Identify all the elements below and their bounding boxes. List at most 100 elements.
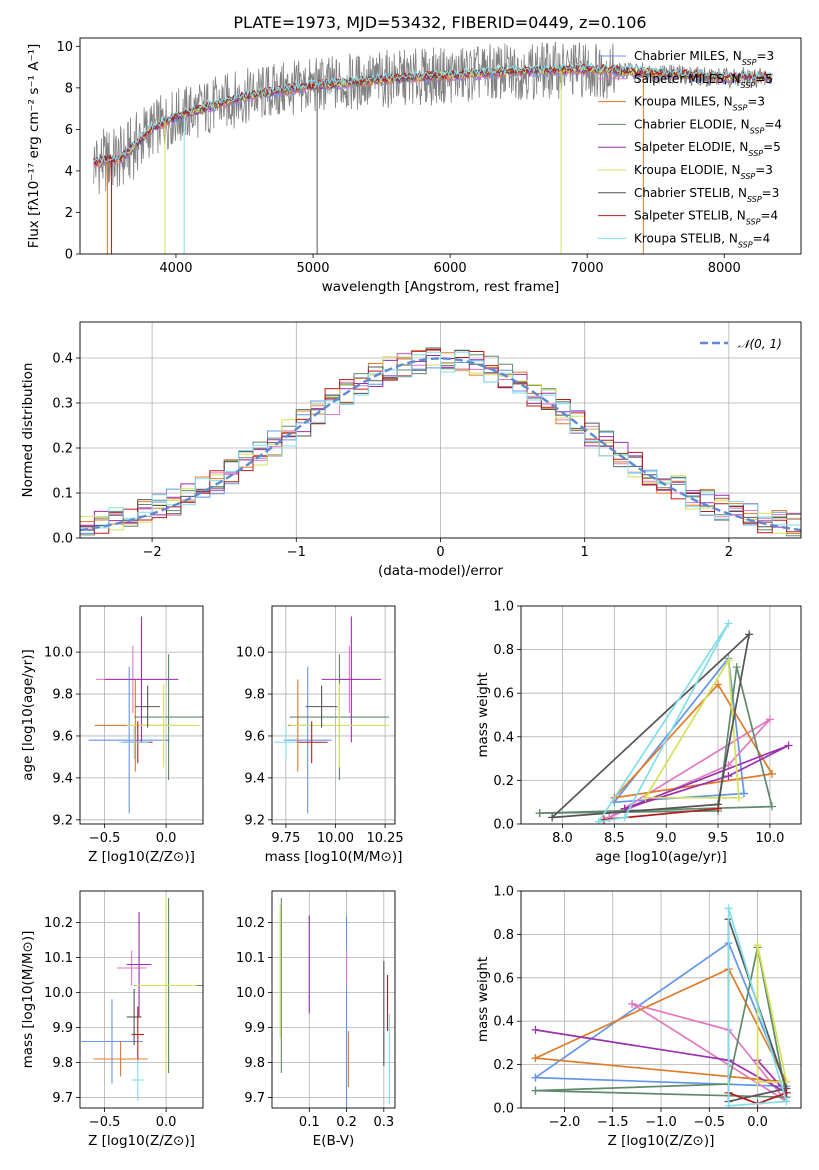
- mass-weight-point: [767, 802, 776, 811]
- legend-entry: 𝒩(0, 1): [738, 337, 782, 351]
- legend-entry: Kroupa ELODIE, NSSP=3: [634, 163, 773, 181]
- x-tick-label: −2.0: [549, 1115, 581, 1130]
- x-tick-label: 0.1: [299, 1115, 320, 1130]
- mass-weight-point: [724, 772, 733, 781]
- mass-weight-line: [598, 622, 730, 823]
- x-tick-label: −0.5: [89, 831, 121, 846]
- axes-frame: [520, 890, 802, 1109]
- mass-weight-point: [724, 656, 733, 665]
- grid: [80, 606, 203, 824]
- y-tick-label: 10.2: [236, 916, 265, 931]
- y-axis-label: mass [log10(M/M⊙)]: [20, 931, 36, 1069]
- y-tick-label: 10.1: [236, 951, 265, 966]
- y-tick-label: 1.0: [493, 885, 514, 900]
- y-tick-label: 10.1: [44, 951, 73, 966]
- mass-weight-point: [784, 741, 793, 750]
- mass_vs_ebv-plot-area: [272, 891, 395, 1108]
- y-tick-label: 4: [65, 164, 73, 179]
- y-tick-label: 10.0: [44, 646, 73, 661]
- mass-weight-line: [624, 744, 789, 810]
- y-tick-label: 0.8: [493, 928, 514, 943]
- figure-title: PLATE=1973, MJD=53432, FIBERID=0449, z=0…: [233, 13, 646, 32]
- y-tick-label: 6: [65, 123, 73, 138]
- x-tick-label: −0.5: [89, 1115, 121, 1130]
- x-tick-label: −0.5: [693, 1115, 725, 1130]
- y-tick-label: 9.9: [244, 1021, 265, 1036]
- legend-entry: Salpeter STELIB, NSSP=4: [634, 209, 778, 227]
- y-tick-label: 10.0: [44, 986, 73, 1001]
- legend-entry: Salpeter ELODIE, NSSP=5: [634, 140, 781, 158]
- age_vs_Z-plot-area: [80, 606, 203, 824]
- y-axis-label: Normed distribution: [20, 363, 36, 498]
- x-axis-label: Z [log10(Z/Z⊙)]: [88, 1133, 195, 1149]
- massweight_vs_age-plot-area: [521, 606, 801, 824]
- y-axis-label: age [log10(age/yr)]: [20, 649, 36, 781]
- mass-weight-point: [745, 630, 754, 639]
- mass-weight-point: [753, 1077, 762, 1086]
- x-tick-label: 7000: [571, 261, 604, 276]
- y-tick-label: 0.2: [52, 442, 73, 457]
- y-tick-label: 0: [65, 248, 73, 263]
- y-tick-label: 0.6: [493, 687, 514, 702]
- y-axis-label: mass weight: [475, 672, 491, 757]
- mass-weight-point: [739, 789, 748, 798]
- mass-weight-point: [628, 999, 637, 1008]
- mass-weight-point: [594, 817, 603, 824]
- x-tick-label: −1.0: [645, 1115, 677, 1130]
- x-tick-label: −1: [287, 545, 306, 560]
- x-tick-label: 9.5: [708, 831, 729, 846]
- y-tick-label: 0.4: [52, 352, 73, 367]
- axes-frame: [79, 605, 204, 825]
- mass-weight-point: [782, 1097, 791, 1106]
- y-tick-label: 9.8: [244, 688, 265, 703]
- mass-weight-point: [548, 813, 557, 822]
- y-tick-label: 10.0: [236, 646, 265, 661]
- x-axis-label: mass [log10(M/M⊙)]: [265, 849, 403, 865]
- massweight_vs_Z-plot-area: [521, 891, 801, 1108]
- y-axis-label: mass weight: [475, 957, 491, 1042]
- mass-weight-line: [756, 945, 788, 1083]
- legend-subscript: SSP: [733, 103, 748, 112]
- legend-subscript: SSP: [746, 217, 761, 226]
- y-tick-label: 9.6: [52, 729, 73, 744]
- axes-frame: [271, 605, 396, 825]
- axes-frame: [271, 890, 396, 1109]
- mass-weight-point: [732, 663, 741, 672]
- x-tick-label: 10.0: [755, 831, 784, 846]
- axes-frame: [79, 890, 204, 1109]
- model-spectrum-line: [93, 62, 773, 165]
- grid: [80, 322, 801, 538]
- x-tick-label: 9.0: [656, 831, 677, 846]
- y-tick-label: 0.0: [493, 1102, 514, 1117]
- axes-frame: [79, 321, 802, 539]
- x-axis-label: E(B-V): [313, 1133, 355, 1149]
- y-tick-label: 0.1: [52, 487, 73, 502]
- mass_vs_Z-plot-area: [80, 891, 203, 1108]
- y-tick-label: 0.3: [52, 397, 73, 412]
- y-tick-label: 0.2: [493, 774, 514, 789]
- mass-weight-line: [727, 908, 788, 1107]
- legend-entry: Kroupa STELIB, NSSP=4: [634, 231, 770, 249]
- x-axis-label: wavelength [Angstrom, rest frame]: [322, 279, 560, 295]
- x-tick-label: 4000: [159, 261, 192, 276]
- y-tick-label: 10.0: [236, 986, 265, 1001]
- spectrum-plot-area: [93, 41, 773, 254]
- y-tick-label: 9.8: [244, 1056, 265, 1071]
- mass-weight-line: [551, 631, 751, 819]
- y-tick-label: 9.2: [244, 813, 265, 828]
- x-tick-label: 8000: [708, 261, 741, 276]
- x-tick-label: 0.0: [156, 1115, 177, 1130]
- age_vs_mass-panel: 9.75 10.00 10.25 9.2 9.4 9.6 9.8 10.0 mass [log1…: [236, 605, 404, 865]
- x-tick-label: 5000: [296, 261, 329, 276]
- massweight_vs_Z-panel: −2.0 −1.5 −1.0 −0.5 0.0 0.0 0.2 0.4 0.6 0.8 1.0 Z […: [475, 885, 802, 1149]
- grid: [80, 891, 203, 1108]
- x-tick-label: 6000: [434, 261, 467, 276]
- x-tick-label: 0.3: [373, 1115, 394, 1130]
- y-tick-label: 9.8: [52, 1056, 73, 1071]
- mass-weight-point: [753, 941, 762, 950]
- x-tick-label: 2: [725, 545, 733, 560]
- x-tick-label: 10.25: [366, 831, 403, 846]
- mass_vs_Z-panel: −0.5 0.0 9.7 9.8 9.9 10.0 10.1 10.2 Z [log10(Z/Z…: [20, 890, 204, 1149]
- legend-entry: Chabrier MILES, NSSP=3: [634, 49, 774, 67]
- legend-subscript: SSP: [747, 194, 762, 203]
